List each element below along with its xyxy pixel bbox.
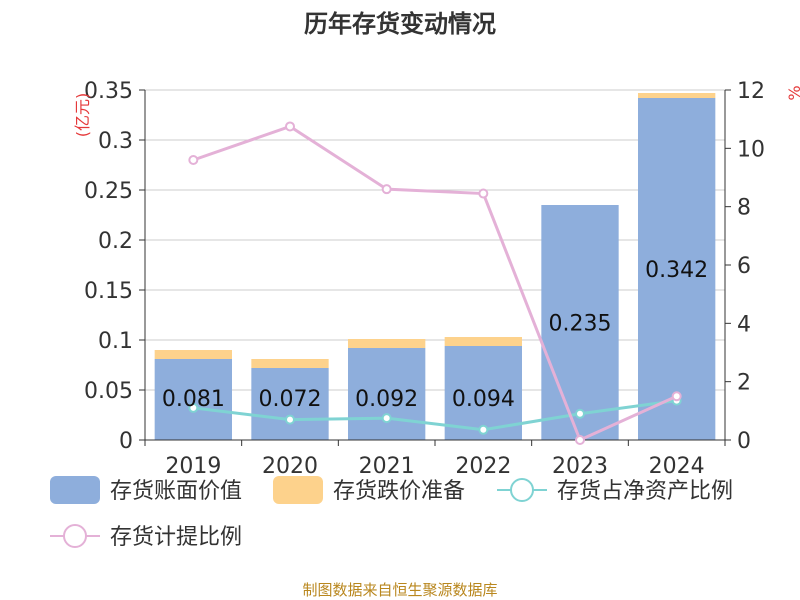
right-tick-label: 6 <box>737 254 751 279</box>
ratio-net-assets-point <box>285 414 295 425</box>
provision-ratio-point <box>671 391 682 402</box>
provision-ratio-point <box>575 435 585 445</box>
bar-impairment <box>251 359 329 368</box>
bar-impairment <box>638 93 716 98</box>
provision-ratio-point <box>478 188 489 199</box>
right-tick-label: 12 <box>737 79 765 104</box>
right-axis-unit: % <box>785 85 800 100</box>
bar-impairment <box>154 350 232 359</box>
bar-book-value <box>541 205 619 440</box>
bar-value-label: 0.072 <box>259 387 322 412</box>
x-tick-label: 2020 <box>262 454 318 479</box>
provision-ratio-point <box>285 121 295 132</box>
ratio-net-assets-point <box>381 413 392 424</box>
bar-value-label: 0.342 <box>645 258 708 283</box>
right-tick-label: 10 <box>737 137 765 162</box>
ratio-net-assets-point <box>575 408 585 419</box>
legend-label: 存货账面价值 <box>110 479 242 504</box>
left-tick-label: 0 <box>119 429 133 454</box>
x-tick-label: 2023 <box>552 454 608 479</box>
bar-impairment <box>348 339 426 348</box>
bar-value-label: 0.081 <box>162 387 225 412</box>
ratio-net-assets-point <box>188 402 199 413</box>
left-axis-unit: (亿元) <box>73 93 92 138</box>
right-tick-label: 8 <box>737 196 751 221</box>
bar-value-label: 0.092 <box>355 387 418 412</box>
legend-label: 存货计提比例 <box>110 525 242 550</box>
source-note: 制图数据来自恒生聚源数据库 <box>302 581 497 599</box>
legend-marker <box>63 524 87 548</box>
bar-value-label: 0.094 <box>452 387 515 412</box>
left-tick-label: 0.35 <box>84 79 133 104</box>
provision-ratio-line <box>192 124 678 443</box>
x-tick-label: 2024 <box>649 454 705 479</box>
series-lines: 0.081 0.072 0.092 0.094 0.235 0.342 <box>162 121 708 445</box>
left-tick-label: 0.25 <box>84 179 133 204</box>
right-tick-label: 0 <box>737 429 751 454</box>
x-tick-label: 2021 <box>359 454 415 479</box>
provision-ratio-point <box>188 155 199 165</box>
right-tick-label: 2 <box>737 371 751 396</box>
x-tick-label: 2022 <box>455 454 511 479</box>
right-tick-label: 4 <box>737 312 751 337</box>
left-tick-label: 0.3 <box>98 129 133 154</box>
ratio-net-assets-line <box>193 399 677 432</box>
left-tick-label: 0.2 <box>98 229 133 254</box>
bars <box>154 93 716 440</box>
provision-ratio-point <box>381 184 392 195</box>
ratio-net-assets-point <box>478 424 489 435</box>
left-tick-label: 0.15 <box>84 279 133 304</box>
bar-book-value <box>251 368 329 440</box>
legend-label: 存货跌价准备 <box>333 479 465 504</box>
legend-marker <box>510 478 534 502</box>
bar-book-value <box>638 98 716 440</box>
legend-swatch <box>50 476 100 504</box>
bar-book-value <box>154 359 232 440</box>
legend-label: 存货占净资产比例 <box>557 479 733 504</box>
bar-impairment <box>444 337 522 346</box>
chart-title: 历年存货变动情况 <box>304 10 496 38</box>
bar-value-label: 0.235 <box>549 312 612 337</box>
left-tick-label: 0.1 <box>98 329 133 354</box>
left-tick-label: 0.05 <box>84 379 133 404</box>
x-tick-label: 2019 <box>165 454 221 479</box>
bar-book-value <box>348 348 426 440</box>
legend-swatch <box>273 476 323 504</box>
axes: 0 0.05 0.1 0.15 0.2 0.25 0.3 0.35 0 2 4 6 8 10 12 2019 2… <box>73 79 800 479</box>
